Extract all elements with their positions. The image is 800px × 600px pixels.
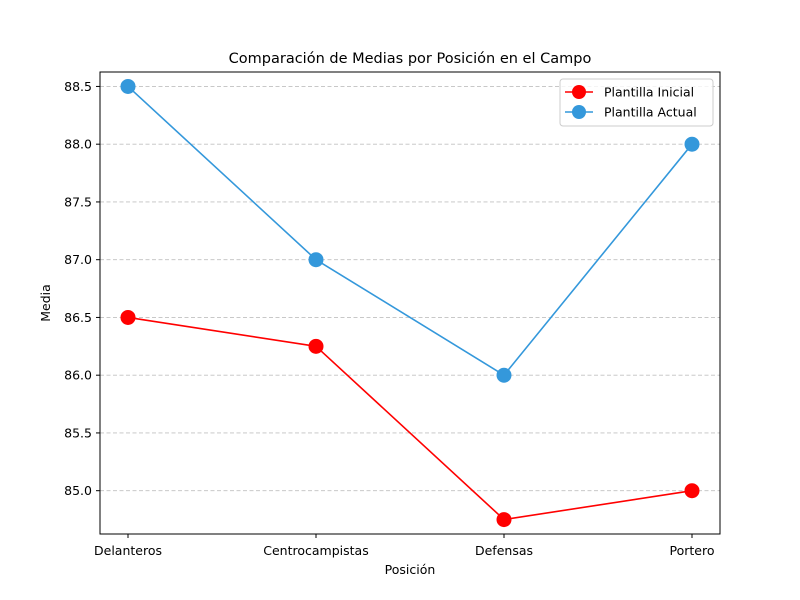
y-tick-label: 88.0 <box>64 137 92 152</box>
legend-label: Plantilla Actual <box>604 105 697 120</box>
legend-label: Plantilla Inicial <box>604 85 694 100</box>
data-point <box>120 78 136 94</box>
y-axis-label: Media <box>38 284 53 322</box>
series-line <box>127 85 693 376</box>
y-tick-label: 87.5 <box>64 194 92 209</box>
y-tick-label: 85.5 <box>64 425 92 440</box>
data-point <box>308 252 324 268</box>
x-axis-ticks: Delanteros Centrocampistas Defensas Portero <box>94 534 714 558</box>
y-axis-ticks: 85.0 85.5 86.0 86.5 87.0 87.5 88.0 88.5 <box>64 79 100 498</box>
y-tick-label: 86.5 <box>64 310 92 325</box>
plot-frame <box>99 71 721 535</box>
legend-swatch-marker <box>572 85 586 99</box>
data-point <box>684 483 700 499</box>
legend-swatch-marker <box>572 105 586 119</box>
data-point <box>496 367 512 383</box>
series-lines <box>127 85 693 521</box>
x-tick-label: Delanteros <box>94 543 162 558</box>
x-tick-label: Centrocampistas <box>263 543 368 558</box>
chart-title: Comparación de Medias por Posición en el… <box>229 51 592 67</box>
y-tick-label: 88.5 <box>64 79 92 94</box>
y-tick-label: 85.0 <box>64 483 92 498</box>
x-tick-label: Portero <box>670 543 715 558</box>
data-point <box>496 512 512 528</box>
x-axis-label: Posición <box>385 562 436 577</box>
data-point <box>308 338 324 354</box>
series-line <box>127 316 693 521</box>
x-tick-label: Defensas <box>475 543 533 558</box>
legend-box <box>559 78 714 127</box>
y-tick-label: 86.0 <box>64 368 92 383</box>
data-point <box>120 309 136 325</box>
legend: Plantilla Inicial Plantilla Actual <box>559 78 714 127</box>
series-markers <box>120 78 700 528</box>
y-tick-label: 87.0 <box>64 252 92 267</box>
data-point <box>684 136 700 152</box>
